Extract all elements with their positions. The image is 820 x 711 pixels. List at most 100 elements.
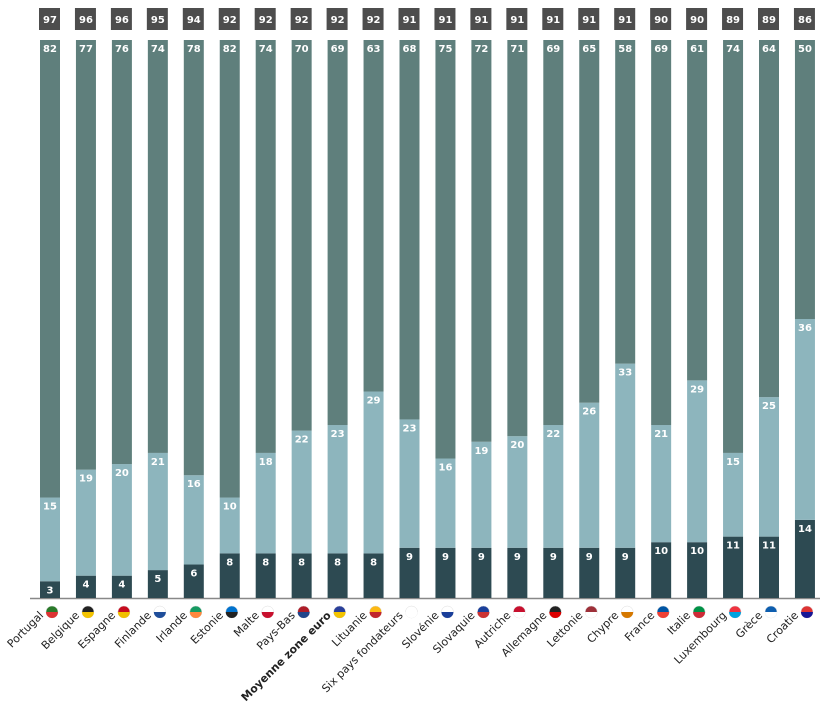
bar-segment-3 — [723, 40, 744, 453]
data-label: 74 — [259, 44, 273, 55]
data-label: 58 — [618, 44, 632, 55]
flag-icon-half — [441, 612, 454, 618]
category-label: Espagne — [75, 609, 118, 652]
bar-segment-1 — [579, 547, 600, 598]
total-label: 86 — [798, 15, 812, 26]
bar-segment-2 — [75, 469, 96, 576]
bar-segment-2 — [723, 452, 744, 537]
total-label: 91 — [403, 15, 417, 26]
bar-segment-1 — [687, 542, 708, 598]
data-label: 82 — [43, 44, 57, 55]
data-label: 9 — [622, 552, 629, 563]
data-label: 19 — [474, 446, 488, 457]
flag-icon-half — [261, 612, 274, 618]
total-label: 92 — [295, 15, 309, 26]
data-label: 26 — [582, 407, 596, 418]
data-label: 11 — [762, 541, 776, 552]
data-label: 77 — [79, 44, 93, 55]
total-label: 91 — [438, 15, 452, 26]
bar-segment-3 — [183, 40, 204, 476]
bar-segment-1 — [40, 581, 60, 598]
flag-icon-half — [585, 612, 598, 618]
total-label: 92 — [331, 15, 345, 26]
bar-segment-2 — [183, 475, 204, 565]
bar-segment-3 — [147, 40, 168, 453]
data-label: 4 — [118, 580, 125, 591]
bar-segment-3 — [615, 40, 636, 364]
bar-segment-1 — [615, 547, 636, 598]
bar-segment-2 — [543, 425, 564, 548]
bar-segment-2 — [759, 397, 779, 537]
data-label: 8 — [226, 557, 233, 568]
total-box — [506, 8, 528, 30]
data-label: 61 — [690, 44, 704, 55]
flag-icon-half — [81, 612, 94, 618]
bar-segment-1 — [147, 570, 168, 598]
bar-segment-2 — [651, 425, 672, 543]
data-label: 11 — [726, 541, 740, 552]
bar-segment-2 — [327, 425, 348, 554]
data-label: 10 — [654, 546, 668, 557]
data-label: 76 — [115, 44, 129, 55]
total-box — [398, 8, 420, 30]
bar-segment-3 — [255, 40, 276, 453]
bar-segment-2 — [615, 363, 636, 548]
flag-icon-half — [513, 612, 526, 618]
data-label: 74 — [151, 44, 165, 55]
data-label: 9 — [550, 552, 557, 563]
data-label: 9 — [442, 552, 449, 563]
total-box — [39, 8, 60, 30]
flag-icon-half — [297, 612, 310, 618]
data-label: 15 — [726, 457, 740, 468]
total-label: 92 — [367, 15, 381, 26]
bar-segment-3 — [40, 40, 60, 498]
total-label: 95 — [151, 15, 165, 26]
data-label: 25 — [762, 401, 776, 412]
bar-segment-3 — [543, 40, 564, 426]
total-label: 89 — [726, 15, 740, 26]
data-label: 23 — [403, 423, 417, 434]
total-box — [182, 8, 204, 30]
total-label: 91 — [618, 15, 632, 26]
bar-segment-1 — [183, 564, 204, 598]
flag-icon-half — [369, 612, 382, 618]
total-label: 96 — [115, 15, 129, 26]
flag-icon-half — [729, 612, 742, 618]
bar-segment-3 — [219, 40, 240, 498]
bar-segment-1 — [651, 542, 672, 598]
total-box — [146, 8, 168, 30]
total-label: 92 — [259, 15, 273, 26]
data-label: 22 — [546, 429, 560, 440]
data-label: 71 — [510, 44, 524, 55]
bar-segment-1 — [255, 553, 276, 598]
total-box — [74, 8, 96, 30]
total-label: 91 — [474, 15, 488, 26]
flag-icon-half — [46, 612, 58, 618]
total-label: 91 — [510, 15, 524, 26]
data-label: 10 — [223, 502, 237, 513]
flag-icon-half — [333, 612, 346, 618]
total-label: 91 — [582, 15, 596, 26]
bar-segment-2 — [40, 497, 60, 582]
data-label: 8 — [370, 557, 377, 568]
data-label: 75 — [438, 44, 452, 55]
bar-segment-3 — [399, 40, 420, 420]
total-box — [110, 8, 132, 30]
total-box — [686, 8, 708, 30]
flag-icon-half — [117, 612, 130, 618]
flag-icon-half — [549, 612, 562, 618]
data-label: 4 — [82, 580, 89, 591]
data-label: 22 — [295, 435, 309, 446]
total-box — [650, 8, 672, 30]
total-box — [758, 8, 779, 30]
bar-segment-2 — [111, 464, 132, 576]
data-label: 18 — [259, 457, 273, 468]
data-label: 68 — [403, 44, 417, 55]
flag-icon-half — [765, 612, 777, 618]
bar-segment-2 — [147, 452, 168, 571]
bar-segment-3 — [327, 40, 348, 426]
data-label: 8 — [262, 557, 269, 568]
